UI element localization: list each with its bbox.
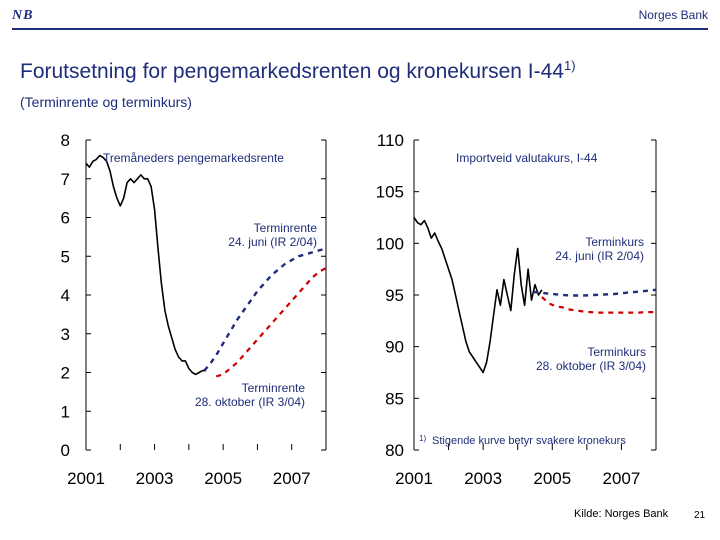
exchange-rate-chart: 80 85 90 95 100 105 110 2001 2003 2005 2007 Importv…	[376, 131, 657, 488]
rate-series-forward-june	[203, 247, 327, 372]
fx-label-actual: Importveid valutakurs, I-44	[456, 151, 598, 165]
fx-footnote-mark: 1)	[419, 434, 426, 443]
fx-y-tick-label: 110	[377, 131, 404, 150]
header-divider	[12, 28, 708, 30]
rate-y-tick-label: 4	[61, 286, 70, 305]
norges-bank-logo: NB	[12, 8, 34, 23]
fx-label-oct-date: 28. oktober (IR 3/04)	[536, 359, 646, 373]
rate-label-oct-date: 28. oktober (IR 3/04)	[195, 395, 305, 409]
fx-y-tick-label: 85	[385, 389, 404, 408]
title-text: Forutsetning for pengemarkedsrenten og k…	[20, 60, 564, 83]
rate-series-actual	[85, 154, 206, 376]
rate-label-oct-title: Terminrente	[242, 381, 306, 395]
rate-y-tick-label: 6	[61, 209, 70, 228]
fx-label-june-date: 24. juni (IR 2/04)	[555, 249, 644, 263]
fx-series-actual	[413, 217, 543, 374]
fx-x-tick-label: 2005	[533, 469, 571, 488]
rate-x-tick-label: 2007	[273, 469, 311, 488]
rate-y-tick-label: 8	[61, 131, 70, 150]
rate-x-tick-label: 2003	[136, 469, 174, 488]
rate-y-tick-label: 5	[61, 247, 70, 266]
rate-y-tick-label: 1	[61, 402, 70, 421]
fx-label-oct-title: Terminkurs	[587, 345, 646, 359]
rate-label-june-title: Terminrente	[254, 221, 318, 235]
fx-label-june-title: Terminkurs	[585, 235, 644, 249]
fx-x-tick-label: 2003	[464, 469, 502, 488]
rate-label-june-date: 24. juni (IR 2/04)	[228, 235, 317, 249]
fx-y-tick-label: 80	[385, 441, 404, 460]
fx-y-tick-label: 95	[385, 286, 404, 305]
rate-y-tick-label: 0	[61, 441, 70, 460]
fx-x-tick-label: 2007	[603, 469, 641, 488]
fx-y-tick-label: 100	[376, 234, 404, 253]
interest-rate-chart: 0 1 2 3 4 5 6 7 8 2001 2003 2005 2007 Tremåneders pen…	[61, 131, 327, 488]
fx-footnote: Stigende kurve betyr svakere kronekurs	[432, 435, 626, 447]
fx-y-tick-label: 105	[376, 183, 404, 202]
slide-title: Forutsetning for pengemarkedsrenten og k…	[20, 58, 576, 84]
rate-series-forward-oct	[215, 266, 327, 378]
rate-y-tick-label: 3	[61, 325, 70, 344]
fx-series-forward-oct	[541, 296, 656, 314]
fx-series-forward-june	[533, 288, 657, 297]
slide-subtitle: (Terminrente og terminkurs)	[20, 94, 192, 110]
fx-x-tick-label: 2001	[395, 469, 433, 488]
rate-x-tick-label: 2001	[67, 469, 105, 488]
page-number: 21	[694, 510, 706, 521]
rate-y-tick-label: 2	[61, 364, 70, 383]
rate-label-actual: Tremåneders pengemarkedsrente	[103, 151, 284, 165]
rate-y-tick-label: 7	[61, 170, 70, 189]
title-footnote-mark: 1)	[563, 58, 576, 73]
fx-y-tick-label: 90	[385, 338, 404, 357]
rate-x-tick-label: 2005	[204, 469, 242, 488]
bank-name: Norges Bank	[638, 8, 708, 22]
source-note: Kilde: Norges Bank	[574, 508, 669, 520]
